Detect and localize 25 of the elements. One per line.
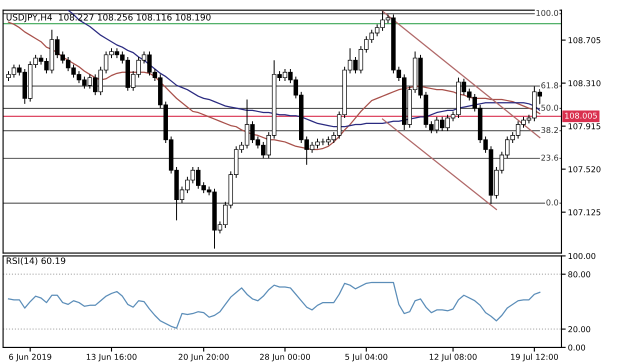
y-tick-label: 107.125 — [568, 209, 600, 216]
x-tick-label: 12 Jul 08:00 — [430, 354, 477, 362]
x-tick-label: 6 Jun 2019 — [9, 354, 52, 362]
y-tick-label: 108.310 — [568, 80, 600, 86]
y-tick-label: 0.00 — [568, 344, 586, 351]
y-tick-label: 100.00 — [568, 252, 596, 260]
annotation: 100.0 — [536, 10, 558, 16]
line-series — [8, 282, 540, 329]
y-tick-label: 107.520 — [568, 166, 600, 172]
ref-line-label: 108.005 — [565, 112, 597, 119]
y-tick-label: 80.00 — [568, 271, 590, 278]
annotation: 0.0 — [546, 199, 558, 206]
annotation: 50.0 — [541, 104, 558, 111]
x-tick-label: 20 Jun 20:00 — [178, 354, 229, 362]
annotation: 23.6 — [541, 154, 558, 161]
y-tick-label: 20.00 — [568, 326, 590, 332]
x-tick-label: 28 Jun 00:00 — [260, 354, 310, 362]
x-tick-label: 13 Jun 16:00 — [86, 354, 137, 362]
x-tick-label: 19 Jul 12:00 — [511, 354, 558, 362]
annotation: 38.2 — [541, 126, 558, 134]
annotation: 61.8 — [541, 82, 558, 88]
chart-title: RSI(14) 60.19 — [6, 257, 66, 266]
x-tick-label: 5 Jul 04:00 — [345, 354, 388, 362]
y-tick-label: 107.915 — [568, 123, 600, 130]
y-tick-label: 108.705 — [568, 37, 600, 44]
